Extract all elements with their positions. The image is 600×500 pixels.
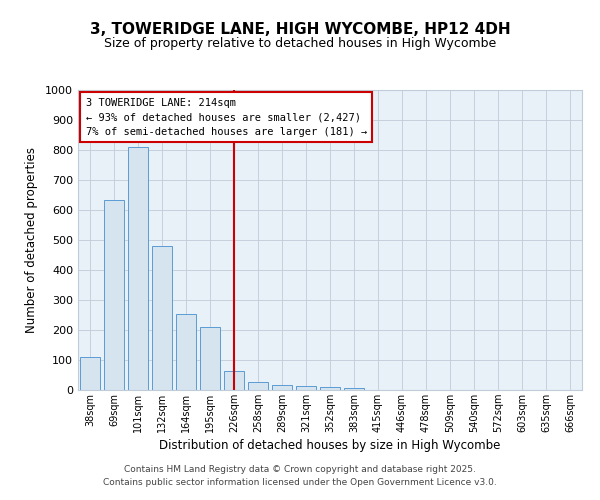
Y-axis label: Number of detached properties: Number of detached properties [25,147,38,333]
X-axis label: Distribution of detached houses by size in High Wycombe: Distribution of detached houses by size … [160,439,500,452]
Bar [224,370,244,390]
Bar [200,327,220,390]
Bar [248,382,268,390]
Bar [176,314,196,390]
Bar [320,387,340,390]
Text: 3, TOWERIDGE LANE, HIGH WYCOMBE, HP12 4DH: 3, TOWERIDGE LANE, HIGH WYCOMBE, HP12 4D… [89,22,511,38]
Bar [104,200,124,390]
Bar [296,386,316,390]
Bar [344,388,364,390]
Text: Contains public sector information licensed under the Open Government Licence v3: Contains public sector information licen… [103,478,497,487]
Bar [272,384,292,390]
Bar [80,357,100,390]
Text: 3 TOWERIDGE LANE: 214sqm
← 93% of detached houses are smaller (2,427)
7% of semi: 3 TOWERIDGE LANE: 214sqm ← 93% of detach… [86,98,367,137]
Text: Contains HM Land Registry data © Crown copyright and database right 2025.: Contains HM Land Registry data © Crown c… [124,466,476,474]
Bar [128,147,148,390]
Bar [152,246,172,390]
Text: Size of property relative to detached houses in High Wycombe: Size of property relative to detached ho… [104,38,496,51]
